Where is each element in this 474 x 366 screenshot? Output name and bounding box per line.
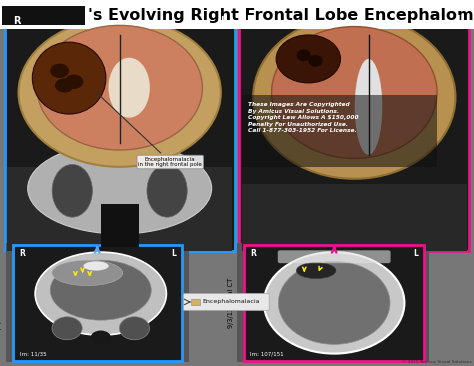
Text: 9/3/13 Axial CT: 9/3/13 Axial CT <box>228 278 234 328</box>
Ellipse shape <box>253 16 456 179</box>
FancyBboxPatch shape <box>237 243 429 362</box>
Ellipse shape <box>35 252 166 335</box>
FancyBboxPatch shape <box>7 167 232 251</box>
Text: 9/3/13 Coronal CT: 9/3/13 Coronal CT <box>0 273 2 333</box>
FancyBboxPatch shape <box>0 0 474 29</box>
Ellipse shape <box>50 64 69 78</box>
Text: R: R <box>13 16 21 26</box>
Ellipse shape <box>52 164 92 217</box>
FancyBboxPatch shape <box>2 6 85 25</box>
Ellipse shape <box>52 260 123 285</box>
Ellipse shape <box>355 59 383 155</box>
Ellipse shape <box>308 55 322 67</box>
Text: R: R <box>246 15 254 25</box>
Text: L: L <box>456 15 462 25</box>
Text: © 2015 Amicus Visual Solutions: © 2015 Amicus Visual Solutions <box>402 360 472 364</box>
Ellipse shape <box>109 58 150 117</box>
FancyBboxPatch shape <box>242 95 437 167</box>
FancyBboxPatch shape <box>183 294 269 310</box>
Ellipse shape <box>278 261 390 344</box>
Text: L: L <box>171 249 176 258</box>
Ellipse shape <box>91 330 111 344</box>
Ellipse shape <box>296 262 336 279</box>
Ellipse shape <box>32 42 106 114</box>
Ellipse shape <box>276 35 340 83</box>
Text: L: L <box>220 16 226 26</box>
Text: 's Evolving Right Frontal Lobe Encephalomalacia: 's Evolving Right Frontal Lobe Encephalo… <box>88 8 474 23</box>
FancyBboxPatch shape <box>13 245 182 361</box>
FancyBboxPatch shape <box>5 11 235 251</box>
Text: R: R <box>19 249 25 258</box>
Ellipse shape <box>64 75 83 89</box>
FancyBboxPatch shape <box>191 299 200 305</box>
Text: Encephalomalacia
in the right frontal pole: Encephalomalacia in the right frontal po… <box>95 91 202 167</box>
Text: Encephalomalacia: Encephalomalacia <box>202 299 260 304</box>
Ellipse shape <box>296 49 311 61</box>
FancyBboxPatch shape <box>242 184 467 251</box>
Ellipse shape <box>119 317 150 340</box>
Text: These Images Are Copyrighted
By Amicus Visual Solutions.
Copyright Law Allows A : These Images Are Copyrighted By Amicus V… <box>248 102 358 134</box>
FancyBboxPatch shape <box>278 250 391 263</box>
Text: R: R <box>250 249 255 258</box>
FancyBboxPatch shape <box>6 243 189 362</box>
Text: L: L <box>414 249 419 258</box>
Ellipse shape <box>147 164 187 217</box>
Ellipse shape <box>18 18 221 167</box>
FancyBboxPatch shape <box>239 11 469 251</box>
Ellipse shape <box>27 143 211 234</box>
Ellipse shape <box>37 25 202 150</box>
FancyBboxPatch shape <box>100 204 138 247</box>
Text: Im: 11/35: Im: 11/35 <box>20 351 47 356</box>
Ellipse shape <box>52 317 82 340</box>
Ellipse shape <box>50 260 151 320</box>
Ellipse shape <box>264 252 404 354</box>
Ellipse shape <box>272 27 437 158</box>
Text: Im: 107/151: Im: 107/151 <box>250 351 283 356</box>
Ellipse shape <box>55 78 74 93</box>
Ellipse shape <box>83 261 109 270</box>
FancyBboxPatch shape <box>244 245 424 361</box>
